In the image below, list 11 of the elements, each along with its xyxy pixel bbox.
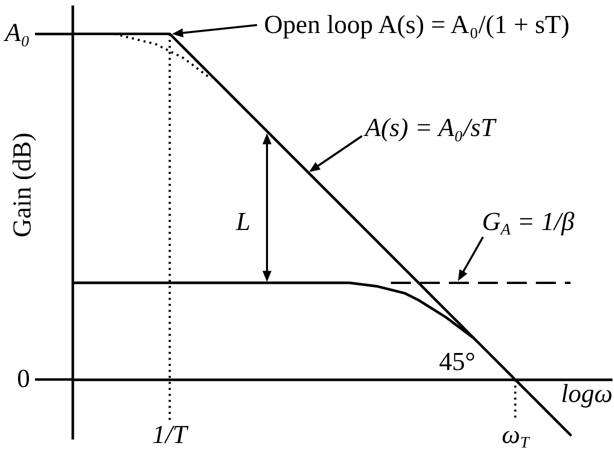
annotation: G$_{A}$ = 1/β xyxy=(482,207,574,238)
x-axis-title: logω xyxy=(561,378,613,408)
annotation: A(s) = A₀/sT xyxy=(365,113,496,142)
text: A₀ xyxy=(5,18,30,47)
y-axis-title: Gain (dB) xyxy=(6,132,36,238)
text: 0 xyxy=(17,364,30,393)
x-tick-label: 1/T xyxy=(152,420,187,449)
annotation: L xyxy=(236,207,250,236)
x-tick-label: ω$_{T}$ xyxy=(502,420,530,452)
annotation: Open loop A(s) = A₀/(1 + sT) xyxy=(264,10,570,39)
annotation: 45° xyxy=(439,347,476,376)
